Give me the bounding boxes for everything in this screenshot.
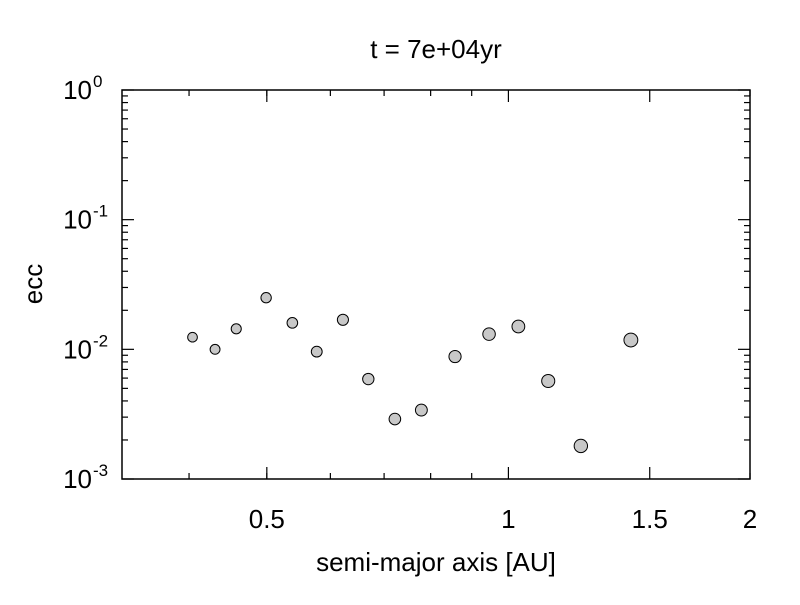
data-point (230, 323, 242, 335)
y-tick-label: 10 (63, 75, 92, 105)
data-point (187, 331, 198, 343)
x-tick-label: 2 (743, 504, 757, 534)
data-point (623, 332, 639, 348)
data-point (414, 403, 428, 417)
x-axis-label: semi-major axis [AU] (316, 547, 556, 577)
points-layer (187, 292, 639, 454)
data-point (209, 343, 221, 355)
data-point (286, 317, 299, 329)
data-point (448, 349, 462, 364)
data-point (310, 345, 323, 358)
y-axis-label: ecc (18, 264, 48, 304)
plot-frame (121, 89, 751, 480)
data-point (482, 327, 496, 341)
y-tick-exponent: -3 (93, 461, 108, 480)
y-tick-exponent: -2 (93, 331, 108, 350)
y-tick-label: 10 (63, 205, 92, 235)
y-tick-exponent: 0 (93, 72, 102, 91)
data-point (388, 412, 402, 426)
y-tick-label: 10 (63, 334, 92, 364)
x-tick-label: 0.5 (249, 504, 285, 534)
x-tick-label: 1 (501, 504, 515, 534)
data-point (573, 438, 589, 454)
data-point (511, 319, 526, 334)
data-point (362, 372, 375, 386)
y-tick-exponent: -1 (93, 202, 108, 221)
data-point (541, 373, 556, 389)
x-tick-label: 1.5 (632, 504, 668, 534)
chart-title: t = 7e+04yr (370, 34, 502, 64)
data-point (260, 292, 272, 304)
data-point (336, 313, 349, 326)
y-tick-label: 10 (63, 464, 92, 494)
